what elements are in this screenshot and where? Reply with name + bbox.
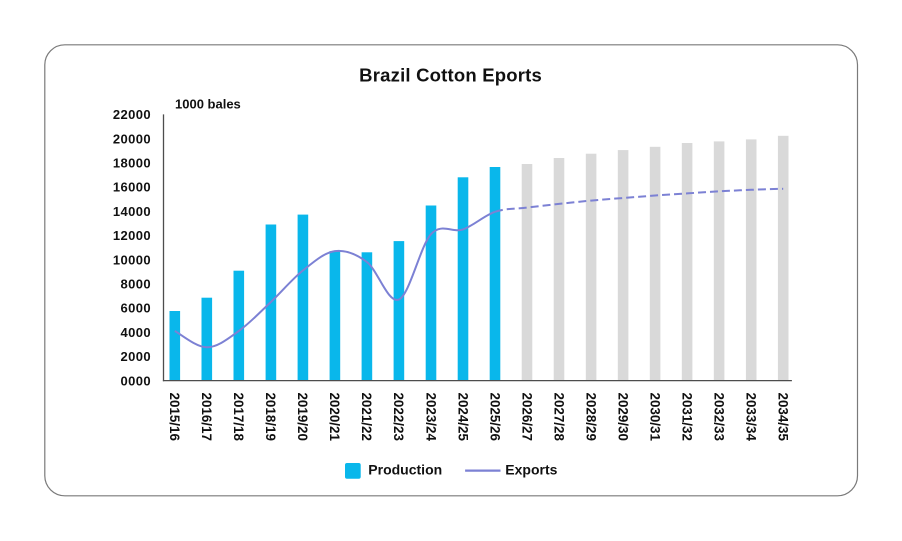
svg-text:2021/22: 2021/22 [359, 393, 374, 441]
svg-text:2033/34: 2033/34 [744, 393, 759, 442]
svg-text:22000: 22000 [113, 107, 151, 122]
svg-text:2015/16: 2015/16 [167, 393, 182, 441]
svg-text:2016/17: 2016/17 [199, 393, 214, 441]
svg-text:6000: 6000 [120, 301, 151, 316]
svg-text:2019/20: 2019/20 [295, 393, 310, 441]
svg-text:10000: 10000 [113, 252, 151, 267]
svg-text:2026/27: 2026/27 [519, 393, 534, 441]
svg-text:2025/26: 2025/26 [487, 393, 502, 441]
svg-text:2034/35: 2034/35 [776, 393, 791, 442]
svg-text:Brazil Cotton Eports: Brazil Cotton Eports [359, 65, 542, 86]
svg-text:18000: 18000 [113, 156, 151, 171]
svg-text:2031/32: 2031/32 [679, 393, 694, 441]
svg-text:20000: 20000 [113, 131, 151, 146]
svg-text:14000: 14000 [113, 204, 151, 219]
svg-text:2000: 2000 [120, 349, 151, 364]
svg-text:2027/28: 2027/28 [551, 393, 566, 442]
svg-text:8000: 8000 [120, 277, 151, 292]
svg-text:2028/29: 2028/29 [583, 393, 598, 441]
svg-text:16000: 16000 [113, 180, 151, 195]
svg-text:2029/30: 2029/30 [615, 393, 630, 441]
svg-text:2024/25: 2024/25 [455, 393, 470, 442]
svg-text:Exports: Exports [505, 461, 557, 477]
svg-text:12000: 12000 [113, 228, 151, 243]
svg-text:2022/23: 2022/23 [391, 393, 406, 441]
svg-text:0000: 0000 [120, 373, 151, 388]
svg-text:Production: Production [368, 461, 442, 477]
svg-text:1000 bales: 1000 bales [175, 97, 241, 112]
svg-text:4000: 4000 [120, 325, 151, 340]
svg-text:2032/33: 2032/33 [711, 393, 726, 441]
svg-text:2020/21: 2020/21 [327, 393, 342, 442]
svg-text:2017/18: 2017/18 [231, 393, 246, 442]
svg-text:2018/19: 2018/19 [263, 393, 278, 441]
svg-text:2023/24: 2023/24 [423, 393, 438, 442]
svg-text:2030/31: 2030/31 [647, 393, 662, 442]
